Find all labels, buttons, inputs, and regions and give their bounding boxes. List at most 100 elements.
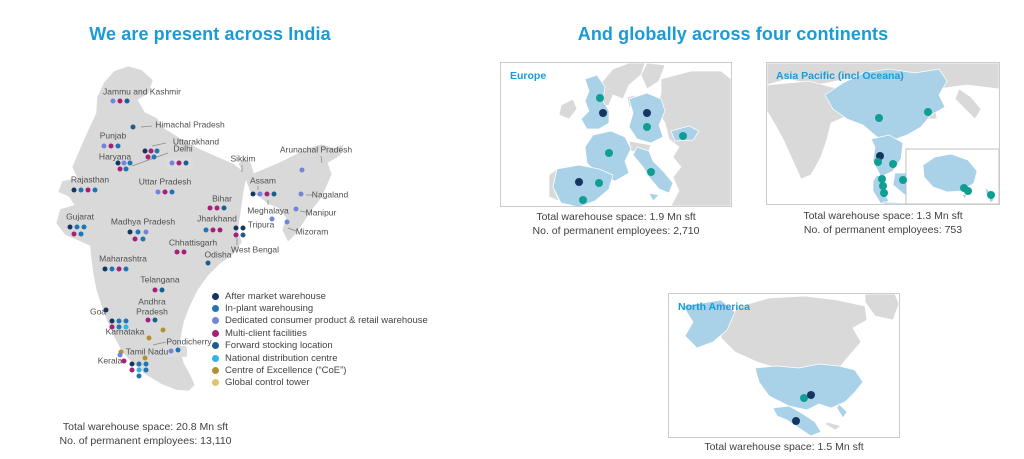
facility-dot-blue <box>78 187 84 193</box>
state-label: Pondicherry <box>166 336 212 347</box>
panel-asia-pacific-dots <box>767 63 999 204</box>
state-label: Andhra Pradesh <box>136 296 168 316</box>
legend-item: Multi-client facilities <box>212 327 428 339</box>
facility-dot-cyan <box>136 367 142 373</box>
legend-dot-lightgold <box>212 379 219 387</box>
tasmania-shape <box>961 193 968 200</box>
state-label: Kerala <box>97 355 123 366</box>
facility-dot-navy <box>102 266 108 272</box>
facility-dot-steel <box>124 98 130 104</box>
facility-dot-periwinkle <box>169 160 175 166</box>
site-dot-teal <box>875 114 883 122</box>
facility-dot-magenta <box>233 232 239 238</box>
legend-label: Dedicated consumer product & retail ware… <box>225 315 428 327</box>
legend-label: Forward stocking location <box>225 340 333 352</box>
legend-label: Centre of Excellence (“CoE”) <box>225 365 347 377</box>
facility-dot-blue <box>135 229 141 235</box>
legend-dot-blue <box>212 305 219 313</box>
state-label: Rajasthan <box>70 174 110 185</box>
finland-shape <box>640 63 666 90</box>
panel-caption-line: Total warehouse space: 1.5 Mn sft <box>704 441 864 453</box>
facility-dot-blue <box>136 361 142 367</box>
usa-shape <box>754 363 864 411</box>
portugal-shape <box>548 168 560 202</box>
legend-item: Centre of Excellence (“CoE”) <box>212 364 428 376</box>
india-total-line: No. of permanent employees: 13,110 <box>59 434 232 447</box>
facility-dot-blue <box>123 266 129 272</box>
state-label: Mizoram <box>295 226 329 237</box>
state-label: Meghalaya <box>247 205 289 216</box>
site-dot-navy <box>599 109 607 117</box>
site-dot-navy <box>792 417 800 425</box>
panel-caption-line: No. of permanent employees: 753 <box>803 223 963 236</box>
facility-dot-magenta <box>117 98 123 104</box>
north-america-map <box>682 294 899 437</box>
facility-dot-periwinkle <box>155 189 161 195</box>
facility-dot-magenta <box>132 236 138 242</box>
legend-dot-steel <box>212 342 219 350</box>
ireland-shape <box>558 98 578 120</box>
site-dot-teal <box>643 123 651 131</box>
facility-dot-periwinkle <box>293 206 299 212</box>
facility-dot-magenta <box>145 154 151 160</box>
india-totals: Total warehouse space: 20.8 Mn sft No. of… <box>38 421 253 448</box>
site-dot-teal <box>579 196 587 204</box>
facility-dot-magenta <box>162 189 168 195</box>
facility-dot-blue <box>151 154 157 160</box>
facility-dot-magenta <box>217 227 223 233</box>
site-dot-teal <box>679 132 687 140</box>
state-label: Arunachal Pradesh <box>279 144 353 155</box>
facility-dot-periwinkle <box>101 143 107 149</box>
facility-dot-periwinkle <box>143 229 149 235</box>
facility-dot-steel <box>152 317 158 323</box>
facility-dot-periwinkle <box>284 219 290 225</box>
facility-dot-magenta <box>148 148 154 154</box>
facility-dot-periwinkle <box>168 348 174 354</box>
state-label: Manipur <box>305 207 337 218</box>
legend-label: After market warehouse <box>225 290 326 302</box>
state-label: Maharashtra <box>99 253 147 264</box>
facility-dot-gold <box>146 335 152 341</box>
panel-europe-dots <box>501 63 731 206</box>
facility-dot-magenta <box>108 143 114 149</box>
legend-item: Global control tower <box>212 377 428 389</box>
facility-dot-gold <box>160 327 166 333</box>
sicily-shape <box>648 192 660 202</box>
legend-item: Forward stocking location <box>212 340 428 352</box>
india-total-line: Total warehouse space: 20.8 Mn sft <box>62 421 229 433</box>
scandinavia-shape <box>594 63 646 108</box>
state-label: Uttar Pradesh <box>138 176 192 187</box>
india-section-title: We are present across India <box>89 24 331 44</box>
legend-dot-gold <box>212 367 219 375</box>
facility-dot-steel <box>205 260 211 266</box>
facility-dot-blue <box>175 347 181 353</box>
site-dot-navy <box>575 178 583 186</box>
facility-dot-steel <box>271 191 277 197</box>
oceania-inset <box>905 148 999 204</box>
legend-item: After market warehouse <box>212 290 428 302</box>
facility-dot-magenta <box>85 187 91 193</box>
facility-dot-gold <box>142 355 148 361</box>
site-dot-teal <box>924 108 932 116</box>
legend-label: In-plant warehousing <box>225 303 314 315</box>
global-section-title: And globally across four continents <box>577 24 889 44</box>
site-dot-navy <box>807 391 815 399</box>
panel-caption-line: No. of permanent employees: 2,710 <box>532 224 700 237</box>
australia-shape <box>922 153 978 193</box>
facility-dot-gold <box>118 349 124 355</box>
facility-dot-blue <box>78 231 84 237</box>
facility-dot-blue <box>123 318 129 324</box>
facility-dot-blue <box>123 166 129 172</box>
site-dot-teal <box>987 191 995 199</box>
facility-dot-magenta <box>109 324 115 330</box>
state-label: Assam <box>250 175 276 186</box>
facility-dot-cyan <box>123 324 129 330</box>
facility-dot-blue <box>154 148 160 154</box>
facility-dot-blue <box>74 224 80 230</box>
panel-caption-line: Total warehouse space: 1.3 Mn sft <box>803 210 963 222</box>
facility-dot-magenta <box>264 191 270 197</box>
state-label: Telangana <box>140 274 180 285</box>
facility-dot-periwinkle <box>298 191 304 197</box>
facility-dot-navy <box>109 318 115 324</box>
